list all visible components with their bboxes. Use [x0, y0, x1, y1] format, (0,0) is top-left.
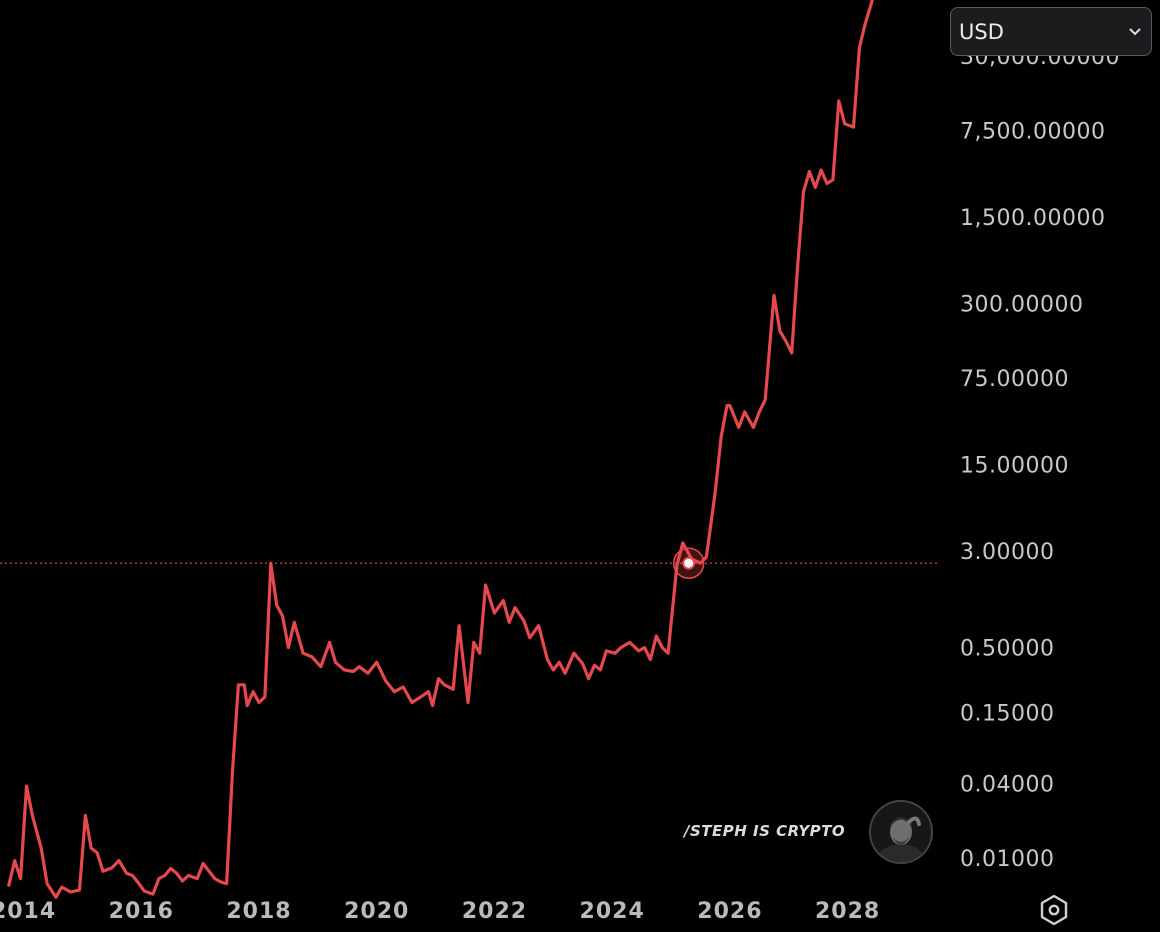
x-tick-label: 2016	[109, 899, 174, 924]
chevron-down-icon	[1129, 24, 1141, 40]
y-tick-label: 0.04000	[960, 772, 1054, 797]
y-tick-label: 0.50000	[960, 637, 1054, 662]
x-axis-tick-labels: 2014 2016 2018 2020 2022 2024 2026 2028	[0, 899, 880, 924]
y-tick-label: 7,500.00000	[960, 120, 1105, 145]
y-tick-label: 1,500.00000	[960, 206, 1105, 231]
currency-select-value: USD	[959, 19, 1004, 44]
y-axis-tick-labels: 30,000.000007,500.000001,500.00000300.00…	[960, 45, 1119, 872]
x-tick-label: 2020	[344, 899, 409, 924]
watermark-text: /STEPH IS CRYPTO	[684, 822, 846, 840]
y-tick-label: 300.00000	[960, 293, 1083, 318]
avatar-photo	[871, 802, 931, 862]
x-tick-label: 2026	[697, 899, 762, 924]
y-tick-label: 15.00000	[960, 454, 1069, 479]
x-tick-label: 2028	[815, 899, 880, 924]
current-point-layer	[672, 547, 705, 579]
x-tick-label: 2014	[0, 899, 56, 924]
x-tick-label: 2022	[462, 899, 527, 924]
settings-hexagon-icon[interactable]	[1037, 893, 1071, 927]
avatar	[869, 800, 933, 864]
y-tick-label: 75.00000	[960, 367, 1069, 392]
series-line-layer	[7, 0, 874, 899]
currency-select[interactable]: USD	[950, 7, 1152, 56]
x-tick-label: 2024	[580, 899, 645, 924]
y-tick-label: 3.00000	[960, 540, 1054, 565]
x-tick-label: 2018	[226, 899, 291, 924]
current-point-dot	[682, 556, 696, 570]
y-tick-label: 0.01000	[960, 847, 1054, 872]
series-line-0	[7, 0, 874, 899]
y-tick-label: 0.15000	[960, 701, 1054, 726]
